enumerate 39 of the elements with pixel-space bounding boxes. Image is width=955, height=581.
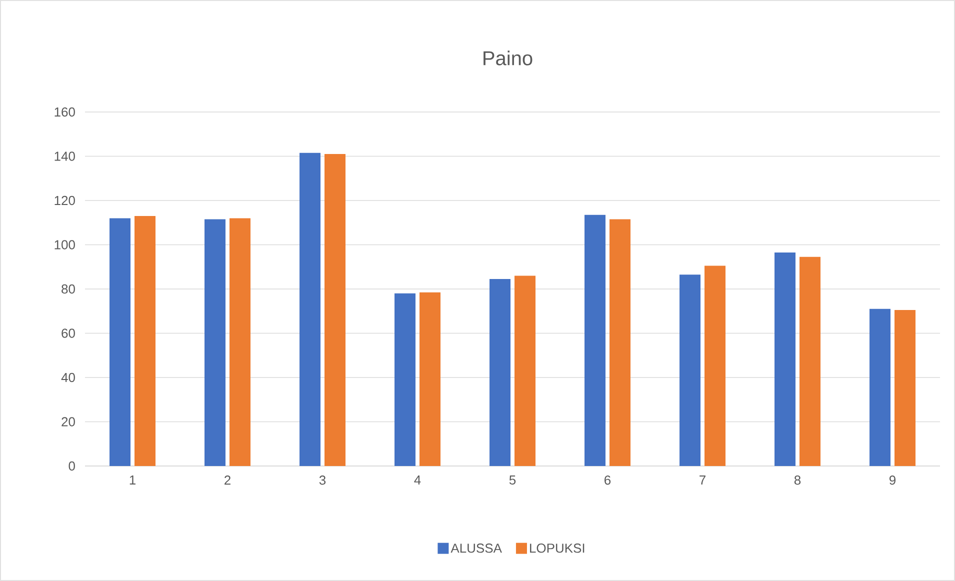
bar (230, 218, 250, 466)
bar (870, 308, 890, 466)
y-tick-label: 20 (62, 417, 75, 426)
bar (680, 274, 700, 466)
legend-label: LOPUKSI (530, 544, 584, 553)
y-tick-label: 160 (54, 107, 75, 117)
bar (584, 214, 606, 466)
bar (420, 292, 440, 466)
bar (800, 256, 820, 466)
x-tick-label: 8 (794, 476, 801, 485)
y-tick-label: 40 (61, 372, 75, 382)
bar (110, 218, 130, 466)
bar (134, 216, 156, 466)
bar (300, 152, 320, 466)
x-tick-label: 5 (509, 476, 516, 485)
x-tick-label: 3 (319, 476, 326, 485)
bar (490, 279, 510, 466)
bar (394, 293, 416, 466)
bar (610, 219, 630, 466)
x-tick-label: 6 (604, 476, 611, 485)
y-tick-label: 60 (62, 328, 75, 338)
chart-title: Paino (484, 50, 532, 66)
y-tick-label: 80 (62, 284, 75, 294)
bar (894, 310, 916, 466)
x-tick-label: 2 (224, 476, 230, 485)
x-tick-label: 7 (700, 476, 706, 484)
y-tick-label: 100 (54, 240, 75, 250)
bar (514, 276, 536, 466)
y-tick-label: 0 (68, 461, 75, 471)
legend-label: ALUSSA (450, 544, 502, 553)
x-tick-label: 4 (414, 476, 421, 484)
bar (204, 219, 226, 466)
x-tick-label: 1 (130, 476, 136, 484)
bar (324, 154, 346, 466)
x-tick-label: 9 (889, 476, 896, 485)
bar (704, 266, 726, 466)
bar (774, 252, 796, 466)
y-tick-label: 120 (54, 196, 75, 206)
y-tick-label: 140 (54, 152, 75, 161)
